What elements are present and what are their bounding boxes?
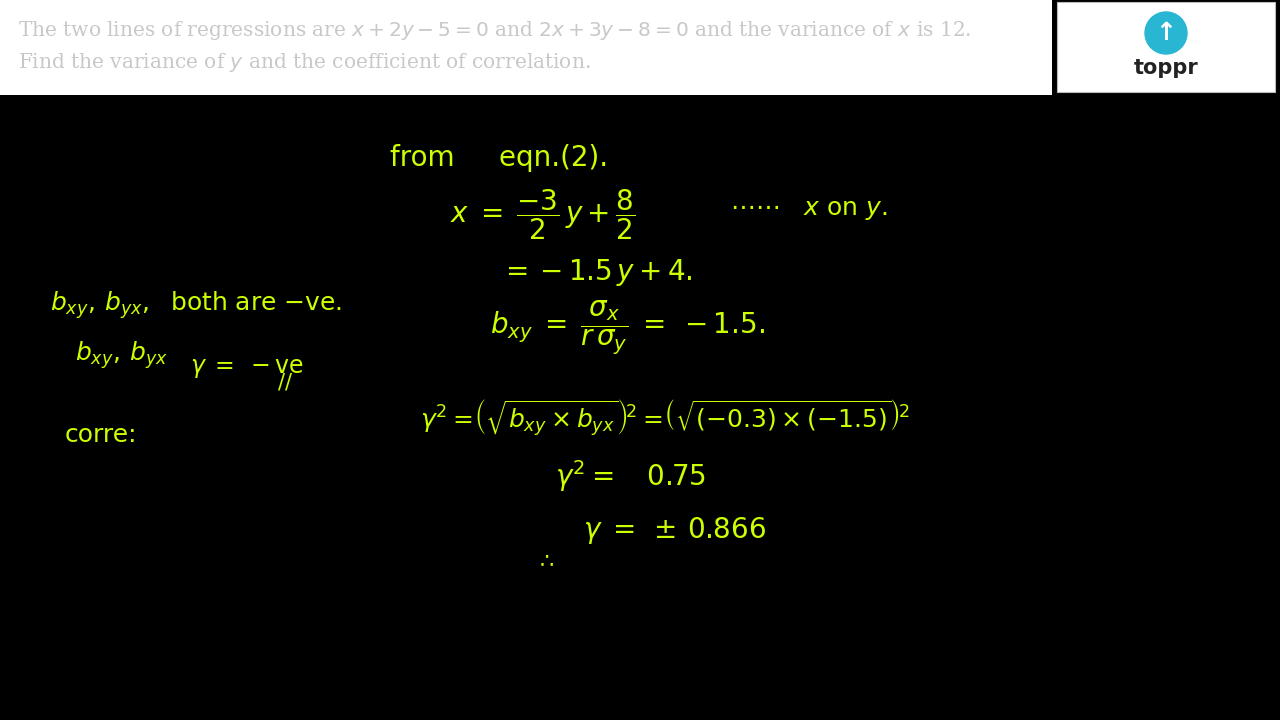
Text: $\gamma^2 = \!\left(\sqrt{b_{xy} \times b_{yx}}\right)^{\!2} = \!\left(\sqrt{(-0: $\gamma^2 = \!\left(\sqrt{b_{xy} \times … [420,397,910,438]
Text: $b_{xy},\, b_{yx},$  both are $-$ve.: $b_{xy},\, b_{yx},$ both are $-$ve. [50,289,342,321]
Text: $\gamma \;=\; \pm\, 0.866$: $\gamma \;=\; \pm\, 0.866$ [582,515,765,546]
Text: $x \;=\; \dfrac{-3}{2}\,y + \dfrac{8}{2}$: $x \;=\; \dfrac{-3}{2}\,y + \dfrac{8}{2}… [451,188,635,243]
Circle shape [1146,12,1187,54]
Text: //: // [278,372,292,392]
Text: $= -1.5\,y + 4.$: $= -1.5\,y + 4.$ [500,256,692,287]
Text: $\gamma^2 = \quad 0.75$: $\gamma^2 = \quad 0.75$ [556,458,707,494]
Text: $\therefore$: $\therefore$ [535,550,554,570]
Text: corre:: corre: [65,423,137,447]
Text: Find the variance of $y$ and the coefficient of correlation.: Find the variance of $y$ and the coeffic… [18,50,590,73]
Text: The two lines of regressions are $x + 2y - 5 = 0$ and $2x + 3y - 8 = 0$ and the : The two lines of regressions are $x + 2y… [18,19,972,42]
Text: $b_{xy},\, b_{yx}$: $b_{xy},\, b_{yx}$ [76,339,168,371]
Text: ↑: ↑ [1156,21,1176,45]
FancyBboxPatch shape [0,0,1052,95]
Text: $b_{xy} \;=\; \dfrac{\sigma_x}{r\,\sigma_y} \;=\; -1.5.$: $b_{xy} \;=\; \dfrac{\sigma_x}{r\,\sigma… [490,299,765,357]
Text: toppr: toppr [1134,58,1198,78]
Text: $\gamma \;=\; -$ve: $\gamma \;=\; -$ve [189,356,303,380]
FancyBboxPatch shape [1057,2,1275,92]
Text: $\cdots\cdots$   $x$ on $y$.: $\cdots\cdots$ $x$ on $y$. [730,198,888,222]
Text: from     eqn.(2).: from eqn.(2). [390,144,608,172]
